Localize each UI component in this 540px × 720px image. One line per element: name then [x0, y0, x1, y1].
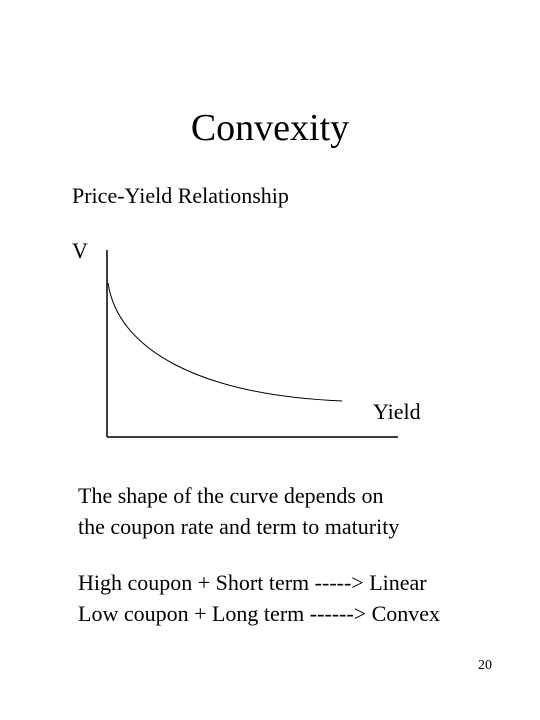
slide-subtitle: Price-Yield Relationship: [72, 183, 289, 208]
note-line: The shape of the curve depends on: [78, 483, 384, 508]
x-axis-label: Yield: [373, 399, 421, 424]
y-axis-label: V: [72, 238, 88, 263]
price-yield-curve: [107, 282, 343, 402]
curve-shape-note: The shape of the curve depends on the co…: [78, 480, 399, 542]
note-line: Low coupon + Long term ------> Convex: [78, 601, 441, 626]
note-line: High coupon + Short term -----> Linear: [78, 570, 427, 595]
slide-title: Convexity: [190, 107, 350, 149]
coupon-term-note: High coupon + Short term -----> Linear L…: [78, 567, 440, 629]
page-number: 20: [478, 658, 492, 673]
note-line: the coupon rate and term to maturity: [78, 514, 400, 539]
